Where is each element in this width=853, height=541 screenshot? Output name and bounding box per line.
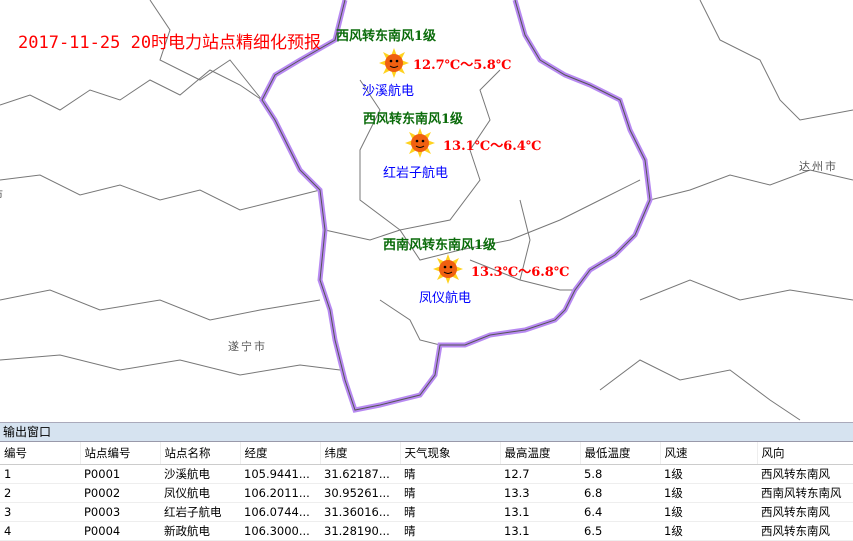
table-cell: 1: [0, 464, 80, 484]
map-title: 2017-11-25 20时电力站点精细化预报: [18, 33, 322, 53]
table-cell: 2: [0, 483, 80, 503]
column-header[interactable]: 天气现象: [400, 442, 501, 465]
table-cell: 晴: [400, 464, 500, 484]
column-header[interactable]: 站点编号: [80, 442, 161, 465]
table-cell: 凤仪航电: [160, 483, 240, 503]
table-cell: 106.3000...: [240, 521, 320, 541]
table-cell: 6.4: [580, 502, 660, 522]
table-cell: 30.95261...: [320, 483, 400, 503]
table-cell: 31.36016...: [320, 502, 400, 522]
station-name: 凤仪航电: [419, 291, 472, 306]
sun-icon: [379, 48, 409, 78]
table-cell: 1级: [660, 483, 757, 503]
column-header[interactable]: 风速: [660, 442, 758, 465]
station-temp: 12.7℃～5.8℃: [413, 58, 512, 73]
table-cell: 13.1: [500, 521, 580, 541]
column-header[interactable]: 风向: [757, 442, 853, 465]
table-cell: 1级: [660, 464, 757, 484]
table-cell: 6.8: [580, 483, 660, 503]
table-cell: 106.0744...: [240, 502, 320, 522]
table-cell: 3: [0, 502, 80, 522]
table-row[interactable]: 4 P0004 新政航电 106.3000... 31.28190... 晴 13.1 6.5…: [0, 521, 853, 541]
map-lines: [0, 0, 853, 421]
results-table: 编号 站点编号 站点名称 经度 纬度 天气现象 最高温度 最低温度 风速 风向 1 P0001 沙溪航…: [0, 442, 853, 541]
table-cell: P0001: [80, 464, 160, 484]
column-header[interactable]: 最高温度: [500, 442, 581, 465]
table-cell: 西风转东南风: [757, 521, 853, 541]
table-cell: 新政航电: [160, 521, 240, 541]
table-row[interactable]: 1 P0001 沙溪航电 105.9441... 31.62187... 晴 12.7 5.8…: [0, 464, 853, 484]
output-window: 输出窗口 编号 站点编号 站点名称 经度 纬度 天气现象 最高温度 最低温度 风速 风向 1 P00…: [0, 422, 853, 541]
table-cell: 晴: [400, 521, 500, 541]
table-cell: 105.9441...: [240, 464, 320, 484]
table-cell: 31.62187...: [320, 464, 400, 484]
sun-icon: [405, 128, 435, 158]
table-row[interactable]: 2 P0002 凤仪航电 106.2011... 30.95261... 晴 13.3 6.8…: [0, 483, 853, 503]
sun-icon: [433, 254, 463, 284]
city-label: 遂宁市: [228, 340, 267, 353]
station-wind: 西南风转东南风1级: [383, 238, 497, 253]
table-cell: 4: [0, 521, 80, 541]
column-header[interactable]: 站点名称: [160, 442, 241, 465]
table-cell: 13.1: [500, 502, 580, 522]
city-label: 达州市: [799, 160, 838, 173]
column-header[interactable]: 纬度: [320, 442, 401, 465]
map-view[interactable]: 达州市 遂宁市 市 西风转东南风1级 2017-11-25 20时电力站点精细化…: [0, 0, 853, 422]
column-header[interactable]: 最低温度: [580, 442, 661, 465]
table-cell: P0004: [80, 521, 160, 541]
column-header[interactable]: 经度: [240, 442, 321, 465]
table-cell: 西南风转东南风: [757, 483, 853, 503]
station-temp: 13.3℃～6.8℃: [471, 265, 570, 280]
table-cell: 1级: [660, 502, 757, 522]
table-cell: 6.5: [580, 521, 660, 541]
table-cell: 晴: [400, 502, 500, 522]
table-cell: P0003: [80, 502, 160, 522]
table-cell: 沙溪航电: [160, 464, 240, 484]
table-cell: 12.7: [500, 464, 580, 484]
column-header[interactable]: 编号: [0, 442, 81, 465]
table-cell: 西风转东南风: [757, 502, 853, 522]
city-label: 市: [0, 186, 5, 202]
table-cell: 31.28190...: [320, 521, 400, 541]
table-cell: P0002: [80, 483, 160, 503]
table-cell: 红岩子航电: [160, 502, 240, 522]
table-cell: 13.3: [500, 483, 580, 503]
station-name: 沙溪航电: [362, 84, 415, 99]
table-cell: 西风转东南风: [757, 464, 853, 484]
station-wind: 西风转东南风1级: [336, 29, 437, 44]
table-cell: 1级: [660, 521, 757, 541]
station-temp: 13.1℃～6.4℃: [443, 139, 542, 154]
output-window-title: 输出窗口: [0, 423, 853, 442]
table-cell: 晴: [400, 483, 500, 503]
station-name: 红岩子航电: [383, 166, 449, 181]
table-row[interactable]: 3 P0003 红岩子航电 106.0744... 31.36016... 晴 13.1 6.…: [0, 502, 853, 522]
table-cell: 106.2011...: [240, 483, 320, 503]
station-wind: 西风转东南风1级: [363, 112, 464, 127]
table-cell: 5.8: [580, 464, 660, 484]
